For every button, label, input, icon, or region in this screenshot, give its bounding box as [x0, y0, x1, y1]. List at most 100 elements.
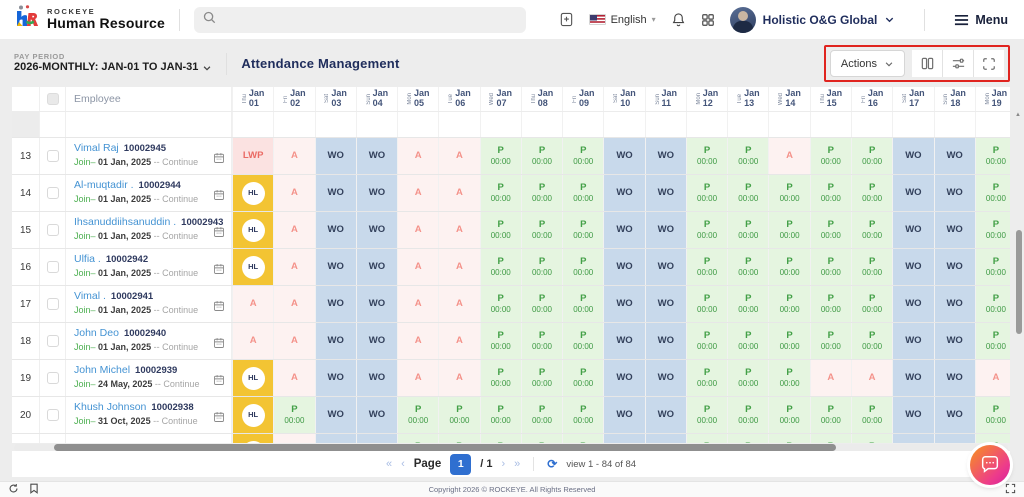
attendance-cell[interactable]: A — [397, 212, 439, 248]
calendar-icon[interactable] — [213, 336, 225, 354]
attendance-cell[interactable]: A — [273, 286, 315, 322]
brand-logo[interactable]: ROCKEYE Human Resource — [0, 4, 165, 35]
attendance-cell[interactable]: A — [438, 138, 480, 174]
row-checkbox[interactable] — [46, 372, 59, 384]
attendance-cell[interactable]: A — [397, 138, 439, 174]
attendance-cell[interactable]: WO — [644, 175, 686, 211]
attendance-cell[interactable]: WO — [933, 360, 975, 396]
refresh-icon[interactable]: ⟳ — [547, 457, 558, 471]
search-input[interactable] — [221, 13, 517, 26]
attendance-cell[interactable]: WO — [603, 138, 645, 174]
first-page-button[interactable]: « — [385, 458, 393, 470]
attendance-cell[interactable]: A — [397, 175, 439, 211]
apps-grid-icon[interactable] — [701, 13, 715, 27]
attendance-cell[interactable]: A — [974, 360, 1010, 396]
select-all-checkbox[interactable] — [46, 93, 59, 105]
attendance-cell[interactable]: A — [273, 360, 315, 396]
attendance-cell[interactable]: A — [273, 434, 315, 443]
attendance-cell[interactable]: WO — [314, 249, 356, 285]
attendance-cell[interactable]: WO — [603, 175, 645, 211]
attendance-cell[interactable]: A — [273, 175, 315, 211]
attendance-cell[interactable]: WO — [933, 434, 975, 443]
attendance-cell[interactable]: A — [438, 360, 480, 396]
attendance-cell[interactable]: A — [438, 286, 480, 322]
attendance-cell[interactable]: WO — [355, 212, 398, 248]
attendance-cell[interactable]: HL — [232, 212, 274, 248]
attendance-cell[interactable]: WO — [314, 138, 356, 174]
horizontal-scrollbar-thumb[interactable] — [54, 444, 836, 451]
global-search[interactable] — [193, 6, 526, 33]
attendance-cell[interactable]: P00:00 — [438, 434, 480, 443]
prev-page-button[interactable]: ‹ — [401, 458, 405, 470]
row-checkbox[interactable] — [46, 150, 59, 162]
attendance-cell[interactable]: WO — [314, 175, 356, 211]
employee-name-link[interactable]: Khush Johnson — [74, 401, 147, 413]
attendance-cell[interactable]: WO — [603, 323, 645, 359]
attendance-cell[interactable]: A — [768, 138, 810, 174]
attendance-cell[interactable]: A — [438, 249, 480, 285]
calendar-icon[interactable] — [213, 151, 225, 169]
attendance-cell[interactable]: WO — [933, 397, 975, 433]
attendance-cell[interactable]: A — [273, 212, 315, 248]
attendance-cell[interactable]: WO — [603, 212, 645, 248]
account-menu[interactable]: Holistic O&G Global — [729, 6, 896, 33]
attendance-cell[interactable]: WO — [355, 249, 398, 285]
attendance-cell[interactable]: WO — [933, 249, 975, 285]
calendar-icon[interactable] — [213, 410, 225, 428]
attendance-cell[interactable]: WO — [892, 286, 934, 322]
attendance-cell[interactable]: P00:00 — [768, 434, 810, 443]
attendance-cell[interactable]: WO — [644, 286, 686, 322]
attendance-cell[interactable]: WO — [644, 360, 686, 396]
notifications-bell-icon[interactable] — [671, 12, 686, 27]
attendance-cell[interactable]: HL — [232, 397, 274, 433]
next-page-button[interactable]: › — [501, 458, 506, 470]
row-checkbox[interactable] — [46, 261, 59, 273]
employee-name-link[interactable]: Vimal Raj — [74, 142, 119, 154]
attendance-cell[interactable]: HL — [232, 175, 274, 211]
attendance-cell[interactable]: WO — [892, 212, 934, 248]
attendance-cell[interactable]: WO — [933, 212, 975, 248]
attendance-cell[interactable]: HL — [232, 434, 274, 443]
calendar-icon[interactable] — [213, 299, 225, 317]
attendance-cell[interactable]: WO — [892, 138, 934, 174]
attendance-cell[interactable]: P00:00 — [727, 434, 769, 443]
attendance-cell[interactable]: P00:00 — [520, 434, 563, 443]
attendance-cell[interactable]: WO — [933, 323, 975, 359]
attendance-cell[interactable]: WO — [892, 397, 934, 433]
attendance-cell[interactable]: WO — [355, 397, 398, 433]
attendance-cell[interactable]: HL — [232, 360, 274, 396]
attendance-cell[interactable]: A — [232, 323, 274, 359]
